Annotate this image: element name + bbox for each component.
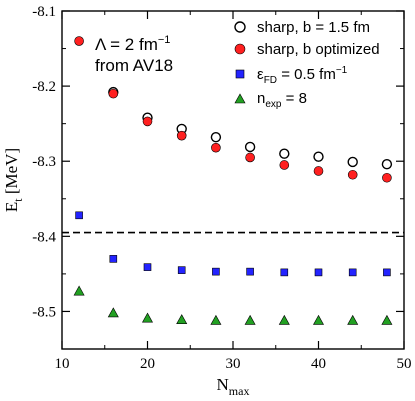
legend-label-sharp-b15: sharp, b = 1.5 fm [257,19,370,36]
annotation-line2: from AV18 [95,56,173,75]
point-series-2 [246,267,254,276]
point-series-1 [382,172,392,183]
x-tick-label: 40 [311,356,326,372]
x-tick-label: 20 [140,356,155,372]
point-series-2 [348,268,357,277]
point-series-0 [347,156,358,168]
point-series-3 [278,314,290,325]
point-series-3 [210,314,222,325]
x-tick-label: 10 [55,356,70,372]
point-series-2 [383,268,391,277]
point-series-1 [211,142,221,153]
legend-label-efd: εFD = 0.5 fm−1 [257,65,348,86]
x-tick-label: 30 [226,356,241,372]
y-tick-label: -8.5 [32,304,56,320]
y-tick-label: -8.2 [32,79,56,95]
legend-label-nexp: nexp = 8 [257,90,307,110]
point-series-2 [75,211,83,220]
y-tick-label: -8.3 [32,154,56,170]
axis-tick-labels: 10 20 30 40 50 -8.1 -8.2 -8.3 -8.4 -8.5 [32,4,411,372]
point-series-0 [244,141,256,153]
point-series-1 [142,116,153,127]
x-axis-label: Nmax [217,375,250,398]
point-series-0 [210,131,222,143]
point-series-3 [176,314,188,325]
point-series-0 [279,148,290,159]
point-series-1 [279,160,290,170]
point-series-2 [177,266,186,274]
point-series-3 [347,314,359,325]
y-tick-label: -8.4 [32,229,56,245]
point-series-1 [74,36,84,46]
y-axis-label: Et [MeV] [2,148,25,212]
point-series-1 [347,169,358,180]
point-series-2 [109,255,118,263]
legend-marker-efd [235,69,245,79]
point-series-3 [244,314,256,325]
point-series-2 [143,263,152,271]
x-tick-label: 50 [397,356,412,372]
point-series-0 [381,159,393,170]
data-points [73,36,393,325]
legend: sharp, b = 1.5 fm sharp, b optimized εFD… [234,19,380,110]
y-tick-label: -8.1 [32,4,56,20]
point-series-2 [314,268,323,277]
point-series-1 [245,152,255,163]
point-series-3 [381,314,393,325]
legend-marker-sharp-bopt [234,43,246,55]
point-series-2 [212,267,220,276]
point-series-3 [107,307,119,318]
point-series-0 [313,151,324,162]
point-series-3 [141,312,154,323]
point-series-3 [73,285,85,296]
annotation-line1: Λ = 2 fm−1 [95,34,170,54]
legend-marker-nexp [234,93,246,104]
axis-ticks [61,10,405,350]
legend-marker-sharp-b15 [234,21,246,33]
point-series-3 [312,314,325,325]
point-series-1 [176,130,187,141]
point-series-1 [313,166,324,176]
point-series-2 [280,268,289,277]
point-series-1 [108,88,119,99]
legend-label-sharp-bopt: sharp, b optimized [257,41,380,58]
